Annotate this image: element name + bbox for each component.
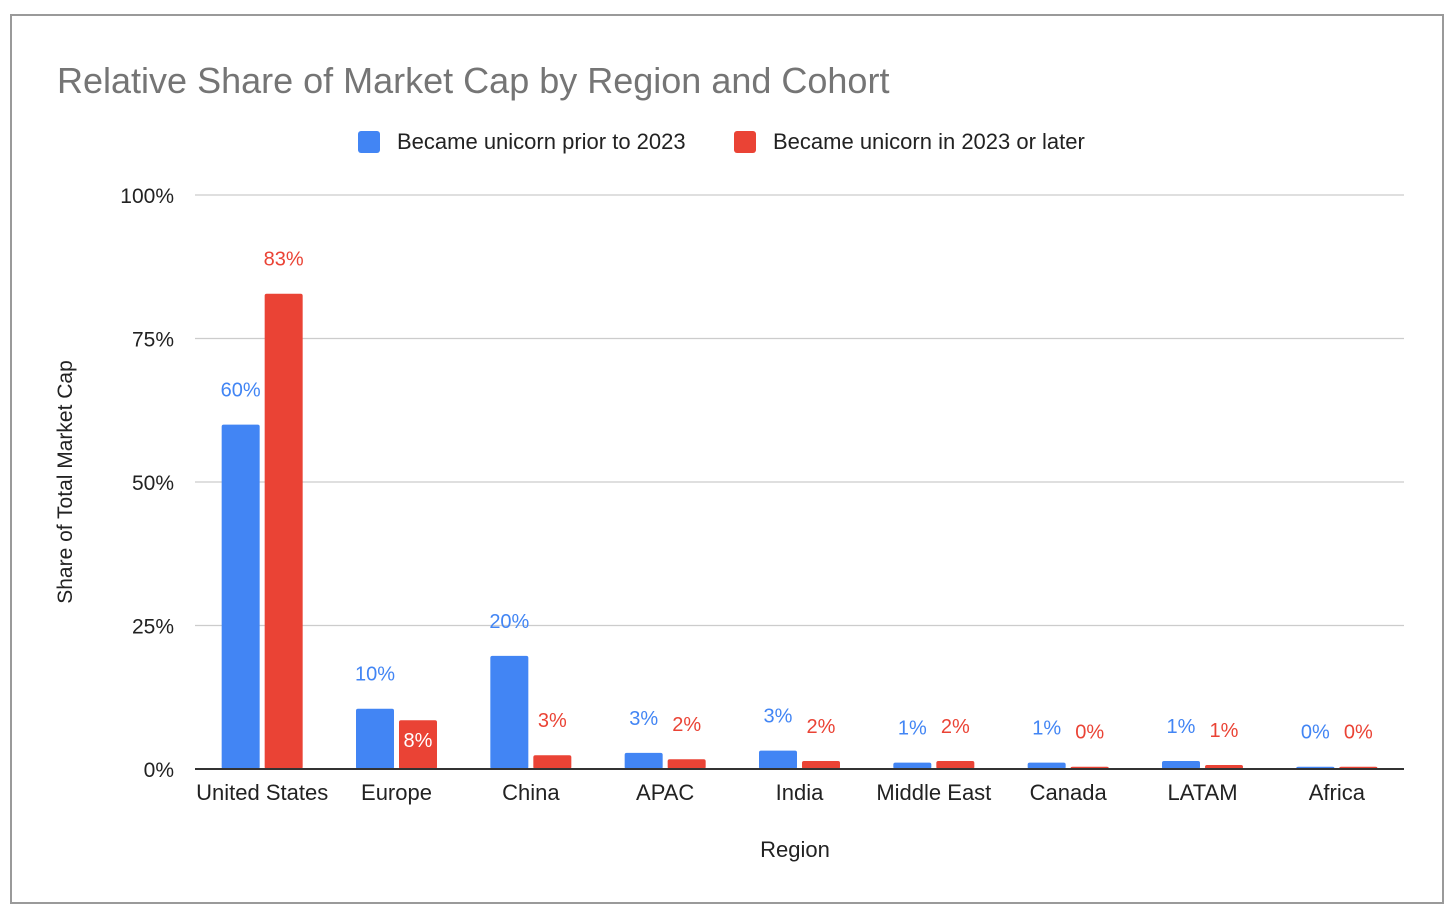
data-label: 10% <box>355 664 395 686</box>
x-tick-label: Canada <box>1030 780 1108 805</box>
bar-2023-or-later <box>399 720 437 769</box>
bar-prior-2023 <box>759 750 797 769</box>
bar-prior-2023 <box>490 655 529 769</box>
chart-svg: Relative Share of Market Cap by Region a… <box>54 60 1404 862</box>
bars <box>221 293 1378 769</box>
y-axis-title: Share of Total Market Cap <box>54 360 77 604</box>
legend-label: Became unicorn prior to 2023 <box>397 129 686 154</box>
x-tick-label: United States <box>196 780 328 805</box>
data-label: 60% <box>221 380 261 402</box>
data-label: 2% <box>807 716 836 738</box>
x-tick-label: Africa <box>1309 780 1366 805</box>
bar-prior-2023 <box>221 424 260 769</box>
y-tick-label: 25% <box>132 616 174 639</box>
y-tick-label: 0% <box>144 759 174 782</box>
bar-prior-2023 <box>356 708 394 769</box>
data-label: 1% <box>1167 716 1196 738</box>
bar-2023-or-later <box>1205 764 1243 769</box>
legend-label: Became unicorn in 2023 or later <box>773 129 1085 154</box>
data-label: 83% <box>264 249 304 271</box>
x-axis-title: Region <box>760 837 830 862</box>
legend-swatch <box>734 131 756 153</box>
bar-prior-2023 <box>1027 762 1066 769</box>
data-label: 8% <box>404 730 433 752</box>
chart-frame: Relative Share of Market Cap by Region a… <box>10 14 1444 904</box>
bar-2023-or-later <box>533 755 572 769</box>
x-tick-label: India <box>776 780 824 805</box>
bar-prior-2023 <box>893 762 932 769</box>
data-label: 1% <box>1032 718 1061 740</box>
x-axis-ticks: United States Europe China APAC India Middle … <box>196 780 1366 805</box>
data-label: 2% <box>672 714 701 736</box>
legend-swatch <box>358 131 380 153</box>
x-tick-label: China <box>502 780 560 805</box>
y-axis-ticks: 0% 25% 50% 75% 100% <box>120 185 174 782</box>
data-label: 0% <box>1344 722 1373 744</box>
data-label: 0% <box>1301 722 1330 744</box>
y-tick-label: 75% <box>132 329 174 352</box>
data-label: 3% <box>629 708 658 730</box>
bar-prior-2023 <box>624 752 663 769</box>
data-label: 1% <box>898 718 927 740</box>
bar-2023-or-later <box>936 760 975 769</box>
chart-title: Relative Share of Market Cap by Region a… <box>57 60 889 101</box>
bar-2023-or-later <box>802 760 840 769</box>
gridlines <box>195 194 1404 627</box>
x-tick-label: LATAM <box>1167 780 1237 805</box>
data-label: 1% <box>1210 720 1239 742</box>
data-label: 3% <box>538 710 567 732</box>
data-label: 2% <box>941 716 970 738</box>
y-tick-label: 50% <box>132 472 174 495</box>
data-label: 0% <box>1075 722 1104 744</box>
bar-prior-2023 <box>1162 760 1200 769</box>
data-labels: 60% 83% 10% 8% 20% 3% 3% 2% 3% 2% 1% 2% 1% 0% 1% 1% 0% 0% <box>221 249 1373 752</box>
x-tick-label: APAC <box>636 780 694 805</box>
y-tick-label: 100% <box>120 185 174 208</box>
bar-2023-or-later <box>667 759 706 769</box>
data-label: 3% <box>764 706 793 728</box>
bar-2023-or-later <box>264 293 303 769</box>
x-tick-label: Middle East <box>876 780 991 805</box>
data-label: 20% <box>489 611 529 633</box>
legend: Became unicorn prior to 2023 Became unico… <box>358 129 1085 154</box>
x-tick-label: Europe <box>361 780 432 805</box>
